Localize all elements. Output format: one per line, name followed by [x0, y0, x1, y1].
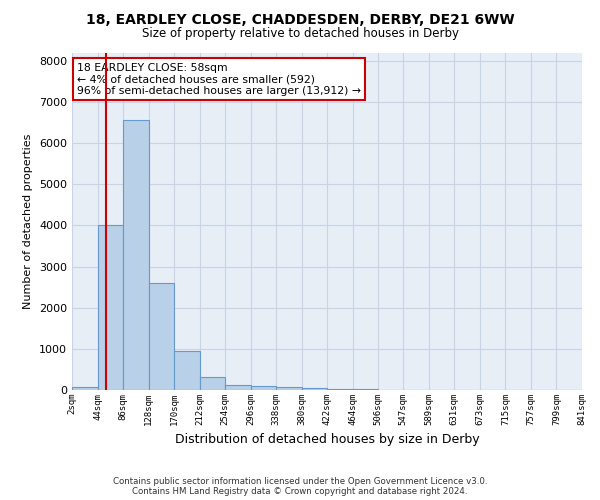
- Bar: [251, 386, 276, 390]
- Text: Contains public sector information licensed under the Open Government Licence v3: Contains public sector information licen…: [113, 477, 487, 486]
- Y-axis label: Number of detached properties: Number of detached properties: [23, 134, 34, 309]
- Text: Size of property relative to detached houses in Derby: Size of property relative to detached ho…: [142, 28, 458, 40]
- Text: Contains HM Land Registry data © Crown copyright and database right 2024.: Contains HM Land Registry data © Crown c…: [132, 487, 468, 496]
- Bar: [98, 226, 123, 390]
- Bar: [123, 120, 149, 390]
- Bar: [200, 377, 225, 390]
- Bar: [276, 386, 302, 390]
- Bar: [225, 384, 251, 390]
- Bar: [302, 388, 328, 390]
- Bar: [174, 351, 200, 390]
- Bar: [328, 389, 353, 390]
- X-axis label: Distribution of detached houses by size in Derby: Distribution of detached houses by size …: [175, 434, 479, 446]
- Text: 18, EARDLEY CLOSE, CHADDESDEN, DERBY, DE21 6WW: 18, EARDLEY CLOSE, CHADDESDEN, DERBY, DE…: [86, 12, 514, 26]
- Text: 18 EARDLEY CLOSE: 58sqm
← 4% of detached houses are smaller (592)
96% of semi-de: 18 EARDLEY CLOSE: 58sqm ← 4% of detached…: [77, 62, 361, 96]
- Bar: [149, 283, 174, 390]
- Bar: [72, 386, 98, 390]
